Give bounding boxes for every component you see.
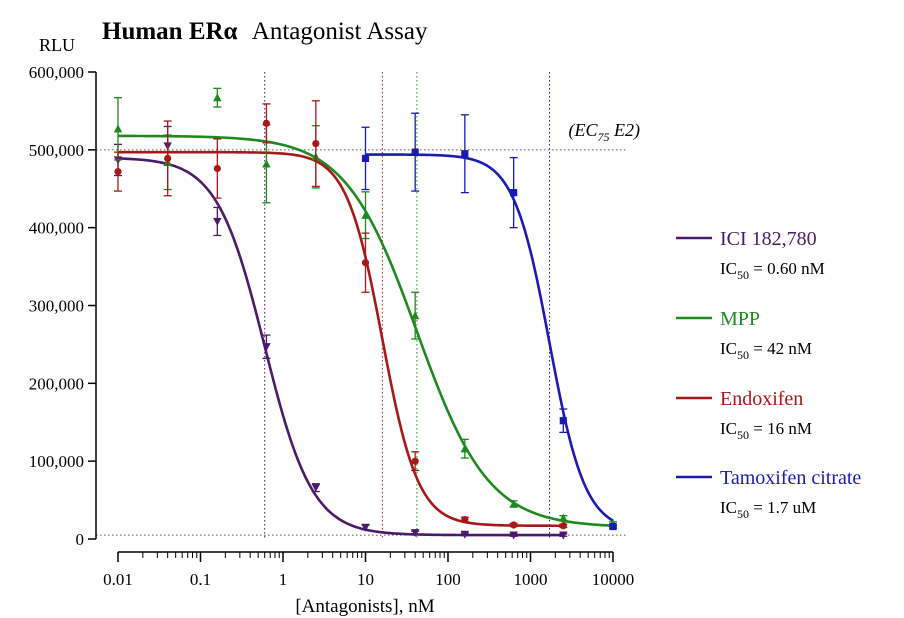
data-points	[113, 87, 618, 540]
legend: ICI 182,780 IC50 = 0.60 nM MPP IC50 = 42 nM…	[676, 228, 861, 521]
x-tick-label-3: 10	[357, 570, 374, 589]
legend-series-name-0: ICI 182,780	[720, 228, 817, 250]
y-tick-label-3: 300,000	[29, 297, 84, 316]
ec75-label-rest: E2)	[610, 120, 641, 141]
data-point-2-7	[461, 515, 469, 524]
data-point-1-6	[410, 311, 420, 320]
fit-curve-3	[365, 153, 614, 522]
chart-title-rest: Antagonist Assay	[252, 18, 428, 45]
data-point-0-9	[559, 531, 568, 540]
data-point-0-8	[509, 531, 518, 540]
data-point-3-1	[411, 148, 419, 156]
y-tick-label-4: 400,000	[29, 219, 84, 238]
data-point-1-0	[113, 124, 123, 133]
data-point-0-7	[460, 530, 470, 539]
legend-ic50-1: IC50 = 42 nM	[720, 339, 812, 362]
x-tick-label-6: 10000	[592, 570, 635, 589]
data-point-3-2	[461, 150, 469, 158]
data-point-2-9	[559, 522, 567, 530]
chart-title-bold: Human ERα	[102, 18, 238, 45]
x-axis-label: [Antagonists], nM	[295, 596, 434, 617]
data-point-2-3	[262, 119, 271, 127]
data-point-2-0	[114, 168, 122, 176]
data-point-3-3	[510, 189, 518, 197]
data-point-3-4	[559, 417, 567, 425]
data-point-2-1	[164, 154, 172, 162]
legend-ic50-2: IC50 = 16 nM	[720, 419, 812, 442]
axes: 0 100,000 200,000 300,000 400,000 500,000 600,…	[29, 63, 635, 589]
data-point-1-7	[460, 444, 470, 453]
fit-curve-2	[118, 150, 564, 528]
fit-curve-0	[117, 157, 564, 537]
legend-ic50-3: IC50 = 1.7 uM	[720, 498, 816, 521]
y-tick-label-1: 100,000	[29, 452, 84, 471]
data-point-2-8	[510, 521, 518, 529]
legend-series-name-2: Endoxifen	[720, 388, 803, 410]
data-point-0-6	[410, 529, 420, 538]
chart-title: Human ERα Antagonist Assay	[102, 18, 428, 45]
y-tick-label-6: 600,000	[29, 63, 84, 82]
ec75-annotation: (EC75 E2)	[569, 120, 641, 144]
data-point-3-0	[361, 154, 370, 162]
x-tick-label-5: 1000	[514, 570, 548, 589]
y-tick-label-2: 200,000	[29, 374, 84, 393]
data-point-2-5	[361, 259, 370, 267]
legend-series-name-3: Tamoxifen citrate	[720, 467, 861, 489]
ec75-label-sub: 75	[598, 130, 610, 144]
reference-lines	[96, 72, 628, 539]
data-point-0-2	[213, 217, 222, 226]
data-point-1-9	[559, 513, 568, 522]
x-tick-label-0: 0.01	[103, 570, 133, 589]
legend-series-name-1: MPP	[720, 308, 760, 330]
data-point-3-5	[609, 522, 617, 531]
ec75-label-main: (EC	[569, 120, 599, 141]
data-point-0-3	[262, 343, 271, 352]
data-point-0-5	[361, 523, 370, 532]
data-point-1-2	[213, 93, 222, 102]
data-point-2-6	[411, 457, 419, 465]
y-tick-label-0: 0	[76, 530, 85, 549]
data-point-2-4	[312, 140, 320, 148]
x-tick-label-1: 0.1	[190, 570, 211, 589]
data-point-0-4	[311, 484, 321, 493]
y-tick-label-5: 500,000	[29, 141, 84, 160]
x-tick-label-2: 1	[279, 570, 288, 589]
x-tick-label-4: 100	[435, 570, 461, 589]
data-point-1-8	[509, 499, 518, 508]
data-point-1-3	[262, 159, 271, 168]
data-point-2-2	[213, 164, 221, 173]
legend-ic50-0: IC50 = 0.60 nM	[720, 259, 825, 282]
data-point-1-5	[361, 210, 370, 219]
y-axis-label: RLU	[39, 35, 75, 55]
